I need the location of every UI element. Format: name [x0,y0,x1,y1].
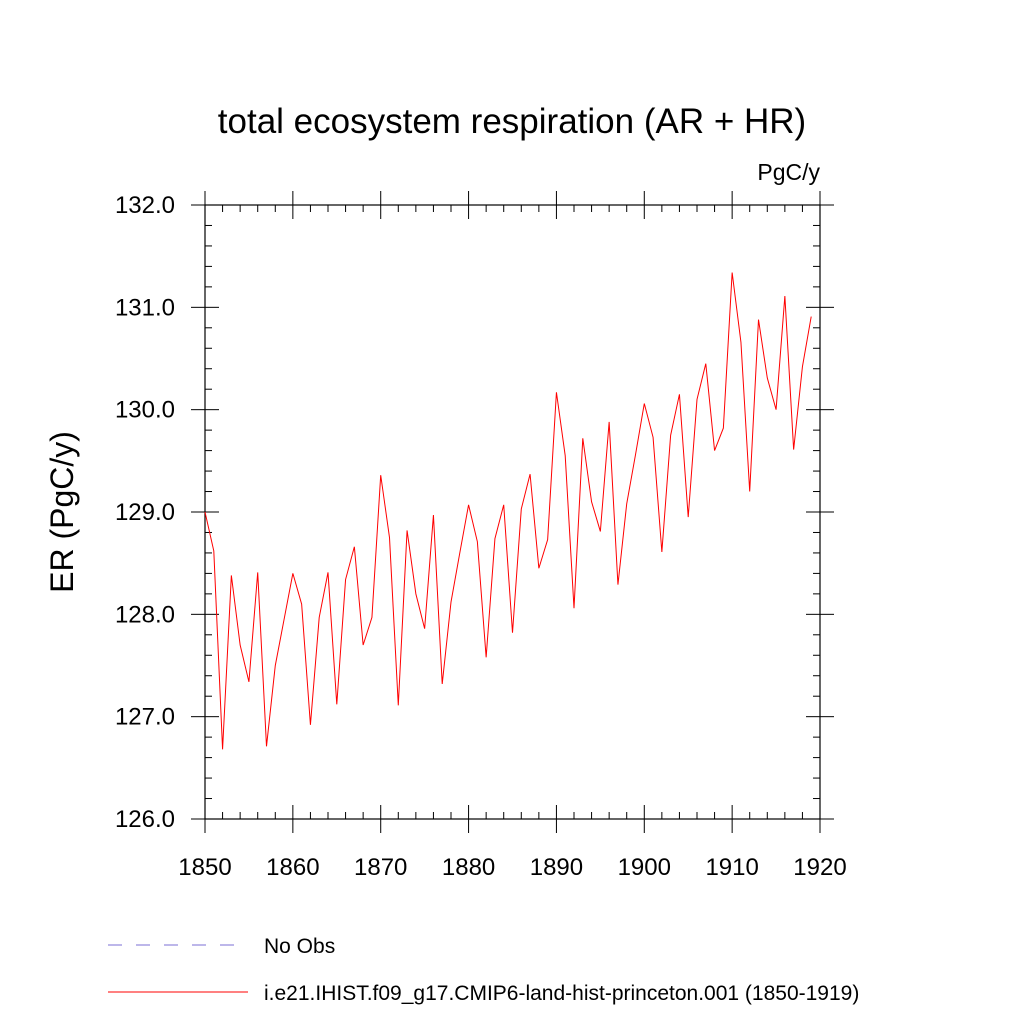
y-tick-label: 131.0 [115,294,175,321]
y-tick-label: 128.0 [115,601,175,628]
x-tick-label: 1870 [354,854,407,881]
y-axis-label: ER (PgC/y) [44,431,80,593]
y-tick-label: 130.0 [115,397,175,424]
x-tick-label: 1860 [266,854,319,881]
x-tick-label: 1900 [618,854,671,881]
series-layer [204,272,812,750]
x-tick-label: 1890 [530,854,583,881]
x-tick-labels: 1850 1860 1870 1880 1890 1900 1910 1920 [178,854,846,881]
y-tick-label: 126.0 [115,806,175,833]
y-tick-labels: 126.0 127.0 128.0 129.0 130.0 131.0 132.0 [115,192,175,833]
plot-frame [204,204,821,820]
minor-ticks [205,205,820,819]
legend: No Obs i.e21.IHIST.f09_g17.CMIP6-land-his… [108,935,859,1005]
legend-label: i.e21.IHIST.f09_g17.CMIP6-land-hist-prin… [264,982,859,1005]
chart-title: total ecosystem respiration (AR + HR) [218,102,806,141]
units-label: PgC/y [757,159,820,185]
series-line [204,272,812,750]
x-tick-label: 1910 [705,854,758,881]
x-tick-label: 1850 [178,854,231,881]
y-tick-label: 129.0 [115,499,175,526]
legend-label: No Obs [264,935,335,958]
x-tick-label: 1920 [793,854,846,881]
major-ticks [191,191,834,833]
y-tick-label: 127.0 [115,704,175,731]
y-tick-label: 132.0 [115,192,175,219]
x-tick-label: 1880 [442,854,495,881]
